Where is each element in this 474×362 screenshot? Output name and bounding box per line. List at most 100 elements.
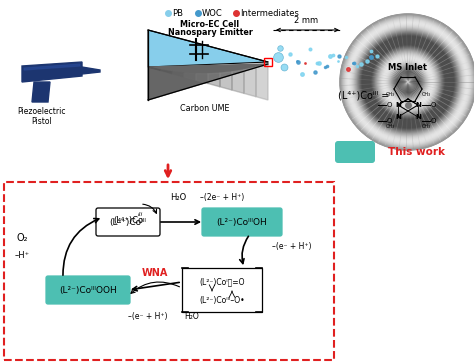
FancyBboxPatch shape — [335, 141, 375, 163]
Circle shape — [401, 75, 415, 89]
FancyBboxPatch shape — [202, 208, 282, 236]
Circle shape — [386, 60, 430, 104]
Polygon shape — [32, 82, 50, 102]
Text: –H⁺: –H⁺ — [14, 252, 29, 261]
FancyBboxPatch shape — [96, 208, 160, 236]
Circle shape — [343, 17, 474, 147]
Circle shape — [344, 18, 472, 146]
Circle shape — [382, 55, 435, 109]
Circle shape — [399, 72, 418, 92]
Text: CH₃: CH₃ — [385, 93, 394, 97]
Text: CH₃: CH₃ — [421, 125, 430, 130]
Circle shape — [365, 39, 451, 125]
Circle shape — [356, 30, 460, 134]
Text: O: O — [430, 118, 436, 124]
Circle shape — [365, 39, 451, 125]
Circle shape — [370, 44, 447, 120]
Circle shape — [375, 50, 440, 114]
Polygon shape — [24, 64, 80, 70]
Text: –(2e⁻ + H⁺): –(2e⁻ + H⁺) — [200, 193, 244, 202]
Text: This work: This work — [388, 147, 445, 157]
Text: 2 mm: 2 mm — [294, 16, 318, 25]
Text: N: N — [395, 114, 401, 120]
Circle shape — [405, 79, 410, 85]
Circle shape — [397, 71, 419, 93]
Circle shape — [360, 34, 456, 130]
Circle shape — [355, 29, 462, 136]
Circle shape — [383, 57, 433, 107]
Polygon shape — [148, 64, 268, 100]
Circle shape — [391, 65, 425, 99]
Circle shape — [368, 42, 448, 122]
Bar — [4, 182, 334, 360]
Polygon shape — [220, 72, 232, 90]
Circle shape — [361, 35, 455, 129]
Text: (L²⁻)Coᴵᵬ=O: (L²⁻)Coᴵᵬ=O — [199, 278, 245, 286]
Circle shape — [375, 49, 441, 115]
Circle shape — [377, 51, 438, 113]
Text: O: O — [430, 102, 436, 108]
Polygon shape — [160, 70, 172, 73]
Circle shape — [392, 66, 424, 98]
Text: N: N — [415, 114, 421, 120]
Circle shape — [371, 45, 446, 119]
Text: (L²⁻)CoᴵᴵᴵOOH: (L²⁻)CoᴵᴵᴵOOH — [59, 286, 117, 295]
Circle shape — [364, 38, 452, 126]
Polygon shape — [184, 73, 196, 80]
Circle shape — [366, 40, 450, 124]
Circle shape — [352, 26, 464, 138]
Circle shape — [346, 20, 470, 144]
Circle shape — [385, 59, 431, 105]
Text: CH₃: CH₃ — [385, 125, 394, 130]
Polygon shape — [82, 67, 100, 74]
Text: –(e⁻ + H⁺): –(e⁻ + H⁺) — [272, 241, 311, 251]
Polygon shape — [172, 72, 184, 77]
Circle shape — [348, 22, 467, 142]
Text: Micro-EC Cell: Micro-EC Cell — [181, 20, 239, 29]
Circle shape — [394, 68, 422, 96]
Text: PB: PB — [172, 8, 183, 17]
Circle shape — [357, 31, 459, 133]
Text: MS Inlet: MS Inlet — [389, 63, 428, 72]
Circle shape — [349, 23, 467, 141]
Circle shape — [359, 34, 456, 130]
FancyBboxPatch shape — [46, 276, 130, 304]
Circle shape — [342, 16, 474, 148]
Text: CH₃: CH₃ — [421, 93, 430, 97]
Circle shape — [354, 28, 463, 136]
Text: (L⁴⁺)Co: (L⁴⁺)Co — [113, 215, 143, 224]
Circle shape — [390, 64, 426, 100]
Circle shape — [353, 27, 463, 137]
Circle shape — [380, 54, 436, 110]
Circle shape — [403, 77, 412, 87]
Circle shape — [341, 15, 474, 149]
Text: O₂: O₂ — [16, 233, 28, 243]
Circle shape — [383, 56, 434, 108]
Text: Carbon UME: Carbon UME — [180, 104, 230, 113]
Circle shape — [387, 62, 428, 102]
Circle shape — [407, 81, 409, 83]
Circle shape — [356, 29, 461, 135]
Circle shape — [376, 50, 439, 114]
Circle shape — [350, 24, 466, 140]
Text: –(e⁻ + H⁺): –(e⁻ + H⁺) — [128, 312, 168, 321]
Text: WOC: WOC — [202, 8, 223, 17]
Circle shape — [381, 55, 435, 109]
Circle shape — [340, 14, 474, 150]
Text: Piezoelectric
Pistol: Piezoelectric Pistol — [18, 107, 66, 126]
Circle shape — [367, 41, 449, 123]
Polygon shape — [232, 70, 244, 93]
Circle shape — [404, 79, 411, 85]
Circle shape — [358, 32, 458, 132]
Text: O: O — [386, 118, 392, 124]
Polygon shape — [22, 62, 82, 82]
Polygon shape — [148, 67, 160, 70]
Circle shape — [374, 48, 442, 116]
Polygon shape — [256, 64, 268, 100]
Text: WNA: WNA — [142, 268, 168, 278]
Circle shape — [387, 61, 429, 104]
Circle shape — [388, 62, 428, 102]
FancyBboxPatch shape — [182, 268, 262, 312]
Text: Nanospary Emitter: Nanospary Emitter — [168, 28, 253, 37]
Text: (L²⁻)CoᴵᴵᴵOH: (L²⁻)CoᴵᴵᴵOH — [217, 218, 267, 227]
